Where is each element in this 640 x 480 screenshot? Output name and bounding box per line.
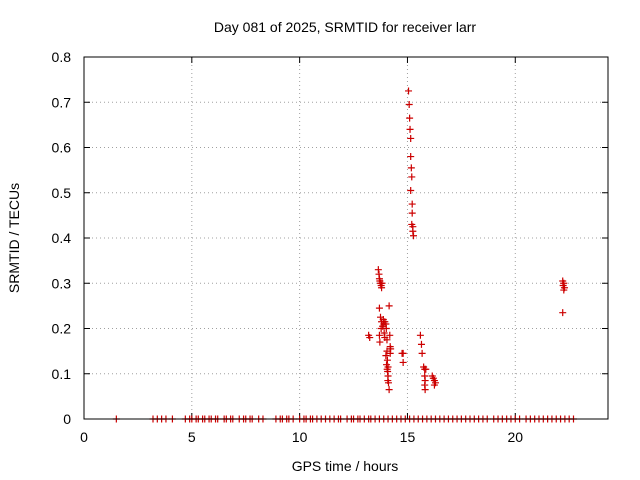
data-point <box>407 153 415 161</box>
x-tick-label: 15 <box>400 429 416 445</box>
data-point <box>385 302 393 310</box>
data-point <box>383 336 391 344</box>
data-point <box>422 365 430 373</box>
data-point <box>387 345 395 353</box>
data-point <box>384 377 392 385</box>
data-point <box>430 381 438 389</box>
y-tick-label: 0.2 <box>52 321 72 337</box>
data-point <box>375 304 383 312</box>
data-point <box>560 286 568 294</box>
y-tick-label: 0.1 <box>52 366 72 382</box>
y-axis-label: SRMTID / TECUs <box>6 183 22 293</box>
data-point <box>408 209 416 217</box>
data-point <box>382 352 390 360</box>
y-tick-label: 0.4 <box>52 230 72 246</box>
data-point <box>405 87 413 95</box>
y-tick-label: 0.3 <box>52 275 72 291</box>
y-tick-label: 0.8 <box>52 49 72 65</box>
data-point <box>409 227 417 235</box>
x-tick-label: 5 <box>188 429 196 445</box>
data-point <box>421 386 429 394</box>
data-point <box>408 200 416 208</box>
data-point <box>378 279 386 287</box>
y-tick-label: 0.7 <box>52 94 72 110</box>
data-point <box>374 266 382 274</box>
data-point <box>409 232 417 240</box>
y-tick-label: 0 <box>63 411 71 427</box>
data-point <box>416 331 424 339</box>
data-point <box>383 356 391 364</box>
data-point <box>407 134 415 142</box>
tick-layer: 0 5 10 15 20 0 0.1 0.2 0.3 0.4 0.5 0.6 0.7 0.8 <box>52 49 608 445</box>
grid-layer <box>84 57 608 419</box>
x-tick-label: 20 <box>507 429 523 445</box>
data-point <box>376 338 384 346</box>
y-tick-label: 0.6 <box>52 140 72 156</box>
data-point <box>382 325 390 332</box>
data-point <box>399 349 407 357</box>
data-point <box>406 125 414 133</box>
marker-layer <box>112 87 577 423</box>
data-point <box>383 361 391 369</box>
y-tick-label: 0.5 <box>52 185 72 201</box>
x-tick-label: 10 <box>292 429 308 445</box>
data-point <box>418 349 426 357</box>
data-point <box>375 331 383 339</box>
plot-frame <box>83 56 609 420</box>
data-point <box>417 340 425 348</box>
data-point <box>386 331 394 339</box>
x-tick-label: 0 <box>80 429 88 445</box>
data-point <box>407 164 415 172</box>
x-axis-label: GPS time / hours <box>292 458 399 474</box>
chart-title: Day 081 of 2025, SRMTID for receiver lar… <box>214 19 477 35</box>
data-point <box>408 173 416 181</box>
data-point <box>399 358 407 366</box>
data-point <box>380 329 388 337</box>
data-point <box>385 386 393 394</box>
data-point <box>559 309 567 317</box>
data-point <box>407 186 415 194</box>
data-point <box>405 101 413 109</box>
data-point <box>383 365 391 373</box>
data-point <box>406 114 414 122</box>
data-point <box>366 334 374 342</box>
